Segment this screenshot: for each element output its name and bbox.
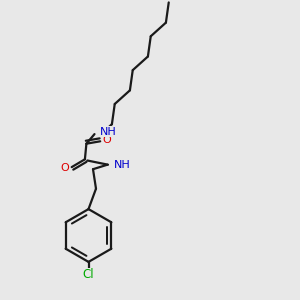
Text: NH: NH xyxy=(113,160,130,170)
Text: O: O xyxy=(61,163,70,173)
Text: NH: NH xyxy=(100,127,117,137)
Text: Cl: Cl xyxy=(83,268,94,281)
Text: O: O xyxy=(102,135,111,145)
